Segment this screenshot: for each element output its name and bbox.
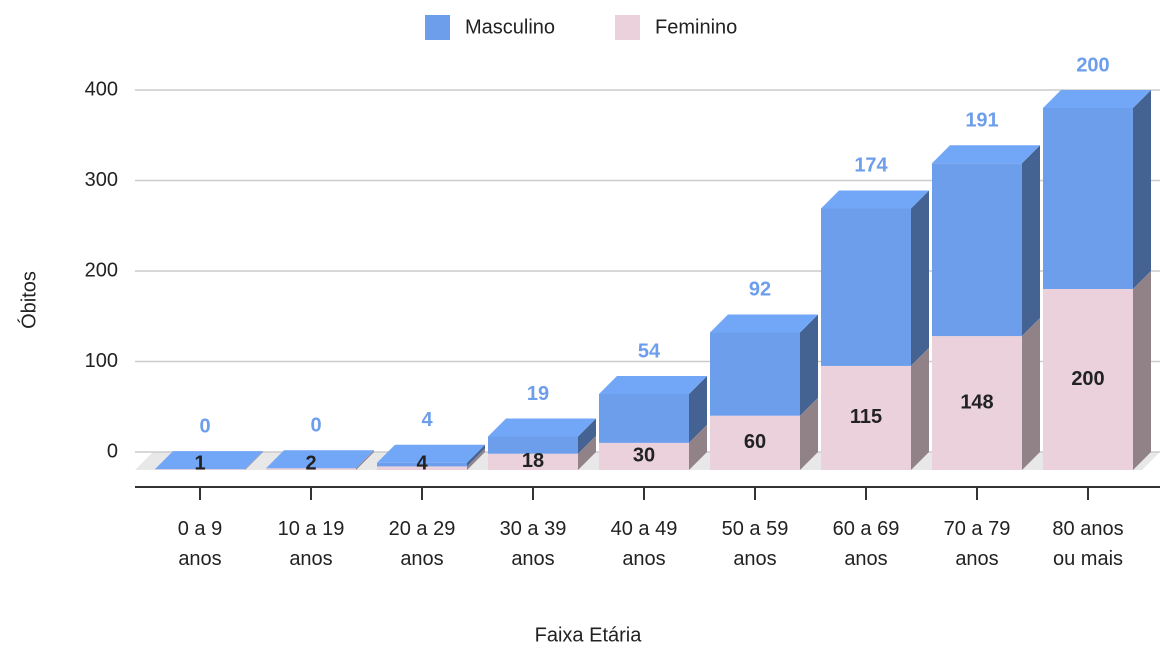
bar-top	[599, 375, 707, 394]
data-label: 174	[854, 155, 888, 177]
y-tick-label: 100	[85, 350, 118, 372]
data-label: 60	[744, 431, 766, 453]
y-tick-label: 400	[85, 78, 118, 100]
x-tick-label: 40 a 49 anos	[611, 518, 678, 570]
legend-label: Masculino	[465, 16, 555, 38]
bar-side	[689, 424, 707, 470]
data-label: 148	[960, 391, 993, 413]
data-label: 0	[310, 414, 321, 436]
x-tick-label: 80 anos ou mais	[1052, 518, 1123, 570]
bar-top	[377, 444, 485, 463]
y-tick-label: 0	[107, 440, 118, 462]
x-axis-label: Faixa Etária	[535, 624, 643, 646]
bar-side	[467, 444, 485, 467]
data-label: 54	[638, 340, 661, 362]
bar-side	[800, 397, 818, 470]
bar	[1043, 108, 1133, 289]
bar-top	[932, 145, 1040, 164]
bar	[488, 453, 578, 470]
bar-side	[578, 435, 596, 470]
bar	[821, 208, 911, 366]
bar-side	[245, 451, 263, 470]
data-label: 4	[416, 452, 428, 474]
bar-top	[266, 450, 374, 469]
data-label: 92	[749, 279, 771, 301]
bar-top	[1043, 90, 1151, 108]
x-tick-label: 30 a 39 anos	[500, 518, 567, 570]
bar-top	[155, 451, 263, 470]
bar	[599, 442, 689, 470]
y-axis-label: Óbitos	[17, 271, 40, 329]
data-label: 19	[527, 383, 549, 405]
bar	[821, 365, 911, 470]
bar-top	[710, 314, 818, 333]
bar	[266, 468, 356, 470]
data-label: 200	[1076, 54, 1109, 76]
legend-swatch	[425, 15, 450, 40]
bar-side	[467, 448, 485, 470]
bar	[377, 466, 467, 470]
bar-side	[356, 450, 374, 470]
x-tick-label: 20 a 29 anos	[389, 518, 456, 570]
data-label: 1	[194, 452, 205, 474]
bar	[1043, 289, 1133, 470]
legend-label: Feminino	[655, 16, 737, 38]
bar-side	[689, 375, 707, 443]
x-tick-label: 60 a 69 anos	[833, 518, 900, 570]
y-tick-label: 300	[85, 169, 118, 191]
bar	[710, 332, 800, 416]
bar-side	[911, 190, 929, 366]
x-tick-label: 10 a 19 anos	[278, 518, 345, 570]
bar-top	[821, 190, 929, 209]
bar-side	[800, 314, 818, 416]
bar-side	[578, 418, 596, 454]
data-label: 0	[199, 415, 210, 437]
x-tick-label: 0 a 9 anos	[178, 518, 222, 570]
bar	[710, 415, 800, 470]
data-label: 18	[522, 450, 544, 472]
bar-side	[1022, 318, 1040, 470]
bar	[155, 469, 245, 470]
bar	[932, 336, 1022, 470]
legend-swatch	[615, 15, 640, 40]
data-label: 191	[965, 109, 998, 131]
bar-top	[488, 418, 596, 437]
data-label: 4	[421, 409, 433, 431]
bar	[599, 393, 689, 443]
y-tick-label: 200	[85, 259, 118, 281]
bar	[488, 436, 578, 454]
bar	[932, 163, 1022, 337]
x-tick-label: 70 a 79 anos	[944, 518, 1011, 570]
data-label: 2	[305, 452, 316, 474]
data-label: 115	[850, 406, 882, 428]
data-label: 200	[1071, 368, 1104, 390]
bar	[377, 462, 467, 467]
data-label: 30	[633, 445, 655, 467]
bar-side	[1133, 90, 1151, 289]
x-tick-label: 50 a 59 anos	[722, 518, 789, 570]
bar-side	[1022, 145, 1040, 337]
bar-side	[1133, 271, 1151, 470]
bar-side	[911, 347, 929, 470]
